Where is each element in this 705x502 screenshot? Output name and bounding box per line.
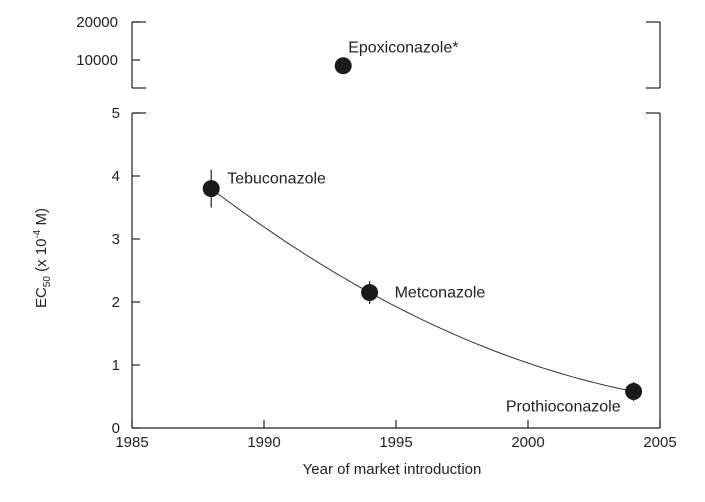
- point-tebuconazole: [202, 180, 220, 198]
- point-prothioconazole: [625, 382, 643, 400]
- x-tick-label-1995: 1995: [379, 434, 412, 451]
- x-tick-label-1985: 1985: [115, 434, 148, 451]
- y-axis-title-sup: -4: [32, 229, 43, 238]
- upper-panel: 10000 20000: [76, 14, 661, 89]
- y-tick-label-lower-3: 3: [112, 231, 120, 248]
- y-axis-title: EC50 (x 10-4 M): [32, 208, 53, 308]
- fit-curve: [210, 188, 634, 392]
- label-metconazole: Metconazole: [395, 285, 486, 302]
- label-epoxiconazole: Epoxiconazole*: [348, 40, 458, 57]
- x-axis: 1985 1990 1995 2000 2005: [115, 420, 677, 451]
- y-tick-label-lower-0: 0: [112, 420, 120, 437]
- x-axis-title: Year of market introduction: [303, 461, 482, 478]
- data-marks: Tebuconazole Metconazole Prothioconazole Ep…: [202, 40, 643, 415]
- x-tick-label-2005: 2005: [643, 434, 676, 451]
- x-tick-label-2000: 2000: [511, 434, 544, 451]
- y-axis-title-sub: 50: [42, 276, 53, 288]
- y-tick-label-lower-1: 1: [112, 357, 120, 374]
- x-tick-label-1990: 1990: [247, 434, 280, 451]
- label-tebuconazole: Tebuconazole: [227, 171, 326, 188]
- lower-panel: 0 1 2 3 4 5: [112, 105, 661, 437]
- point-epoxiconazole: [334, 57, 352, 75]
- y-tick-label-upper-20000: 20000: [76, 14, 118, 31]
- label-prothioconazole: Prothioconazole: [506, 398, 621, 415]
- y-tick-label-lower-5: 5: [112, 105, 120, 122]
- point-metconazole: [361, 284, 379, 302]
- y-tick-label-lower-2: 2: [112, 294, 120, 311]
- y-axis-title-end: M): [33, 208, 50, 230]
- y-axis-title-base: EC: [33, 287, 50, 308]
- y-tick-label-lower-4: 4: [112, 168, 120, 185]
- y-tick-label-upper-10000: 10000: [76, 52, 118, 69]
- y-axis-title-mid: (x 10: [33, 239, 50, 277]
